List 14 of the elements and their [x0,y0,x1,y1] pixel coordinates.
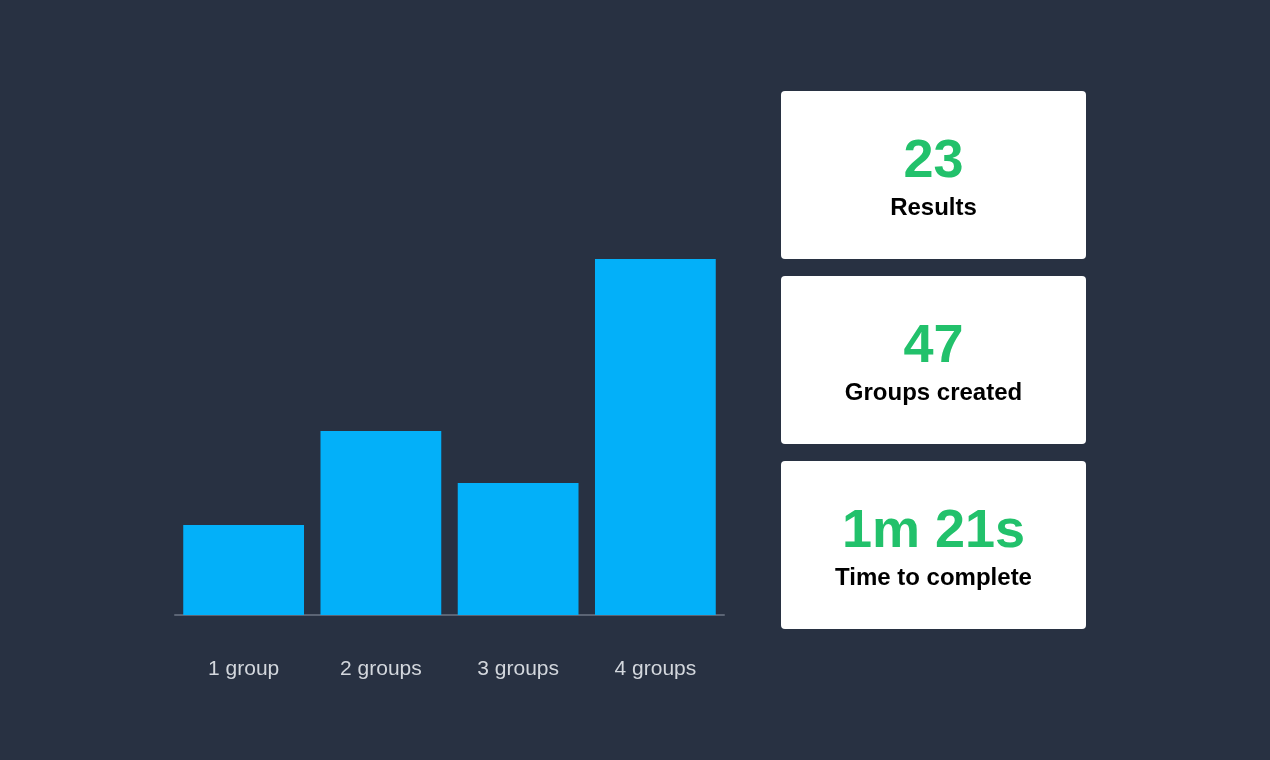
x-tick-label: 2 groups [340,656,422,679]
bar [183,524,305,615]
bar [594,259,716,615]
x-tick-label: 3 groups [477,656,559,679]
text: 1m 21s [841,498,1026,558]
x-tick-label: 4 groups [614,656,697,679]
x-tick-label: 1 group [208,656,280,679]
bar [320,430,442,615]
text: 47 [903,313,964,373]
text: Time to complete [835,562,1032,592]
text: 23 [903,128,964,188]
bar [457,482,579,615]
text: Results [890,192,977,222]
text: Groups created [844,377,1023,407]
